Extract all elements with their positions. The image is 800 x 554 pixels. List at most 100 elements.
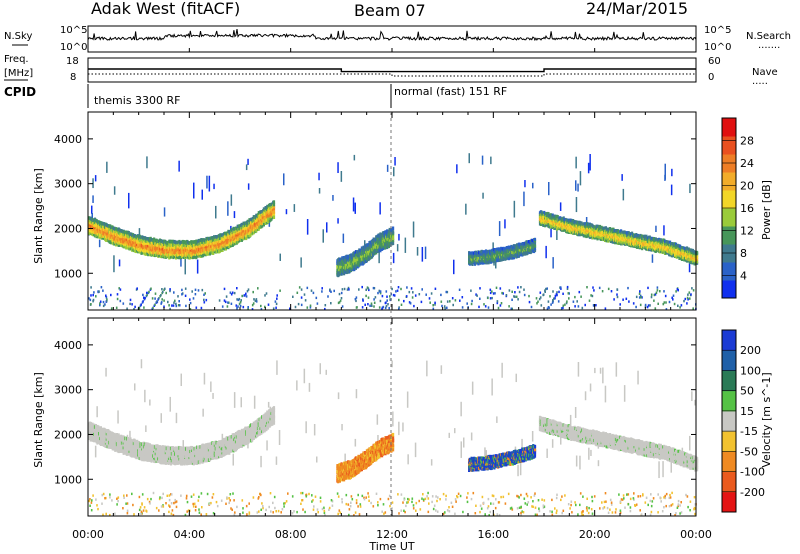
noise-scatter-cell — [491, 290, 493, 293]
noise-scatter-cell — [586, 286, 588, 289]
noise-scatter-cell — [409, 302, 412, 305]
noise-scatter-cell — [679, 504, 681, 507]
noise-scatter-cell — [540, 304, 543, 307]
noise-scatter-cell — [466, 500, 469, 504]
noise-scatter-cell — [684, 297, 687, 301]
noise-scatter-cell — [421, 288, 423, 291]
noise-scatter-cell — [305, 493, 308, 496]
noise-scatter-cell — [680, 511, 683, 514]
speckle-cell — [118, 259, 121, 267]
noise-scatter-cell — [680, 501, 682, 504]
noise-scatter-cell — [635, 305, 637, 309]
noise-scatter-cell — [427, 491, 429, 495]
noise-scatter-cell — [155, 506, 158, 510]
noise-scatter-cell — [582, 495, 584, 498]
noise-scatter-cell — [382, 503, 385, 506]
noise-scatter-cell — [664, 494, 666, 498]
noise-scatter-cell — [547, 306, 550, 309]
noise-scatter-cell — [372, 286, 375, 290]
noise-scatter-cell — [223, 299, 226, 302]
noise-scatter-cell — [495, 498, 497, 501]
noise-scatter-cell — [184, 287, 187, 290]
speckle-cell — [396, 244, 399, 252]
noise-scatter-cell — [470, 302, 473, 306]
power-data-layer — [88, 153, 699, 311]
noise-scatter-cell — [554, 294, 557, 298]
noise-scatter-cell — [160, 302, 162, 305]
noise-scatter-cell — [387, 303, 389, 306]
noise-scatter-cell — [386, 299, 388, 302]
scatter-cell — [543, 210, 546, 214]
noise-scatter-cell — [91, 499, 93, 502]
noise-scatter-cell — [306, 306, 309, 309]
noise-scatter-cell — [393, 294, 396, 297]
noise-scatter-cell — [679, 512, 681, 515]
noise-scatter-cell — [565, 301, 568, 305]
noise-scatter-cell — [140, 512, 142, 516]
noise-scatter-cell — [528, 294, 530, 298]
noise-scatter-cell — [149, 502, 151, 505]
noise-scatter-cell — [400, 303, 403, 306]
noise-scatter-cell — [532, 500, 534, 503]
noise-scatter-cell — [451, 505, 454, 508]
noise-scatter-cell — [119, 288, 122, 291]
noise-scatter-cell — [162, 290, 164, 294]
noise-scatter-cell — [350, 495, 353, 498]
y-tick-label: 1000 — [54, 267, 82, 280]
noise-scatter-cell — [689, 509, 691, 512]
noise-scatter-cell — [206, 492, 209, 496]
noise-scatter-cell — [504, 502, 507, 505]
noise-scatter-cell — [275, 306, 277, 309]
noise-scatter-cell — [537, 499, 540, 502]
noise-scatter-cell — [602, 507, 604, 510]
speckle-cell — [513, 200, 516, 218]
noise-scatter-cell — [638, 292, 641, 295]
noise-scatter-cell — [670, 504, 673, 507]
noise-scatter-cell — [536, 302, 538, 305]
speckle-cell — [492, 242, 494, 255]
noise-scatter-cell — [384, 306, 387, 310]
noise-scatter-cell — [518, 506, 521, 509]
noise-scatter-cell — [168, 304, 170, 307]
noise-scatter-cell — [574, 305, 576, 308]
noise-scatter-cell — [687, 298, 689, 301]
noise-scatter-cell — [601, 501, 603, 504]
noise-scatter-cell — [246, 290, 249, 293]
scatter-cell — [533, 244, 537, 248]
noise-scatter-cell — [309, 306, 312, 309]
noise-scatter-cell — [554, 507, 556, 510]
noise-scatter-cell — [203, 298, 205, 302]
noise-scatter-cell — [686, 296, 689, 300]
noise-scatter-cell — [576, 300, 578, 303]
noise-scatter-cell — [526, 503, 528, 506]
noise-scatter-cell — [418, 499, 420, 503]
noise-scatter-cell — [639, 290, 641, 293]
speckle-cell — [353, 154, 356, 161]
noise-scatter-cell — [593, 495, 596, 498]
noise-scatter-cell — [575, 503, 577, 507]
noise-scatter-cell — [321, 507, 324, 511]
noise-scatter-cell — [122, 302, 125, 305]
noise-scatter-cell — [530, 305, 533, 309]
noise-scatter-cell — [534, 513, 537, 516]
noise-scatter-cell — [502, 495, 505, 499]
noise-scatter-cell — [487, 505, 490, 508]
noise-scatter-cell — [676, 506, 679, 509]
noise-scatter-cell — [194, 288, 197, 291]
noise-scatter-cell — [309, 304, 312, 307]
noise-scatter-cell — [495, 286, 498, 289]
noise-scatter-cell — [439, 498, 441, 501]
noise-scatter-cell — [415, 501, 418, 505]
noise-scatter-cell — [677, 289, 679, 292]
noise-scatter-cell — [354, 298, 357, 301]
noise-scatter-cell — [627, 493, 630, 496]
noise-scatter-cell — [647, 304, 650, 307]
noise-scatter-cell — [337, 512, 339, 516]
speckle-cell — [468, 153, 470, 164]
noise-scatter-cell — [527, 501, 530, 504]
noise-scatter-cell — [324, 514, 326, 517]
noise-scatter-cell — [111, 499, 113, 502]
noise-scatter-cell — [619, 303, 621, 306]
noise-scatter-cell — [159, 496, 161, 499]
noise-scatter-cell — [507, 492, 510, 496]
